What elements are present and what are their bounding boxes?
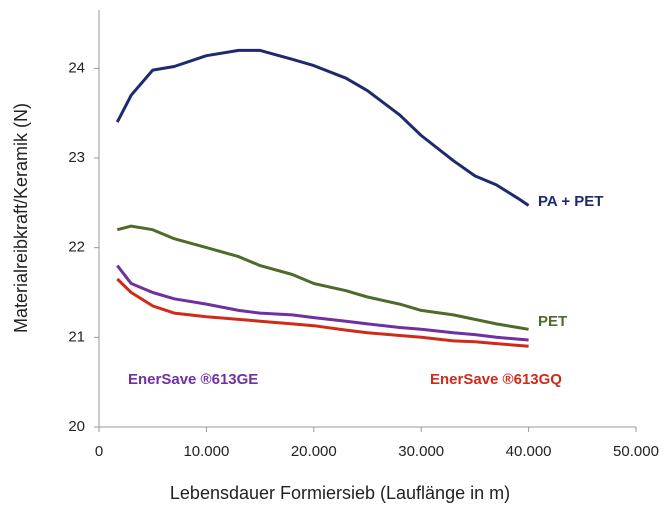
x-tick-label: 40.000	[506, 443, 552, 460]
series-line	[116, 277, 529, 348]
x-axis-title: Lebensdauer Formiersieb (Lauflänge in m)	[170, 483, 510, 503]
series-label: PA + PET	[538, 193, 603, 210]
series-label: PET	[538, 313, 567, 330]
x-tick-label: 10.000	[183, 443, 229, 460]
series-label: EnerSave ®613GQ	[430, 371, 562, 388]
x-tick-label: 30.000	[398, 443, 444, 460]
series-label: EnerSave ®613GE	[128, 371, 258, 388]
series-line	[116, 224, 529, 331]
y-tick-label: 24	[68, 59, 85, 76]
series-line	[115, 48, 530, 207]
series-line	[116, 264, 529, 342]
x-tick-label: 50.000	[613, 443, 659, 460]
x-tick-label: 20.000	[291, 443, 337, 460]
y-tick-label: 20	[68, 418, 85, 435]
y-axis-title: Materialreibkraft/Keramik (N)	[11, 103, 31, 333]
y-tick-label: 22	[68, 239, 85, 256]
y-tick-label: 21	[68, 328, 85, 345]
y-tick-label: 23	[68, 149, 85, 166]
x-tick-label: 0	[95, 443, 103, 460]
